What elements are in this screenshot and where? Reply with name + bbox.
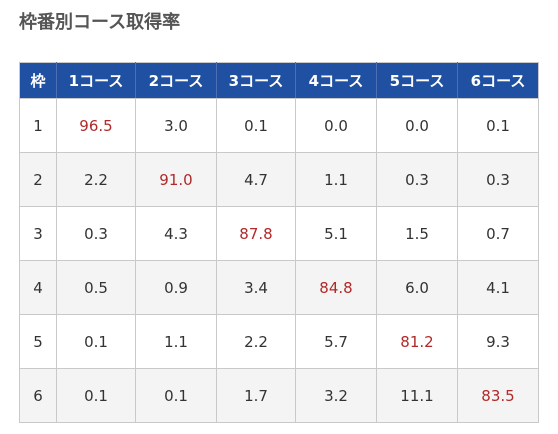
course-rate-table: 枠 1コース 2コース 3コース 4コース 5コース 6コース 1 96.5 3… xyxy=(19,62,539,423)
header-cell-course-2: 2コース xyxy=(135,62,217,99)
rate-cell: 1.1 xyxy=(295,152,377,207)
header-cell-waku: 枠 xyxy=(19,62,57,99)
waku-cell: 4 xyxy=(19,260,57,315)
rate-cell: 0.7 xyxy=(457,206,539,261)
waku-cell: 3 xyxy=(19,206,57,261)
rate-cell: 1.7 xyxy=(216,368,296,423)
rate-cell: 4.1 xyxy=(457,260,539,315)
waku-cell: 5 xyxy=(19,314,57,369)
rate-cell: 1.1 xyxy=(135,314,217,369)
header-cell-course-5: 5コース xyxy=(376,62,458,99)
rate-cell: 5.1 xyxy=(295,206,377,261)
header-cell-course-3: 3コース xyxy=(216,62,296,99)
rate-cell: 0.0 xyxy=(295,98,377,153)
rate-cell: 4.3 xyxy=(135,206,217,261)
header-cell-course-1: 1コース xyxy=(56,62,136,99)
table-row: 3 0.3 4.3 87.8 5.1 1.5 0.7 xyxy=(19,206,539,261)
table-row: 5 0.1 1.1 2.2 5.7 81.2 9.3 xyxy=(19,314,539,369)
rate-cell: 2.2 xyxy=(216,314,296,369)
page-title: 枠番別コース取得率 xyxy=(19,12,181,33)
rate-cell: 5.7 xyxy=(295,314,377,369)
waku-cell: 1 xyxy=(19,98,57,153)
rate-cell: 2.2 xyxy=(56,152,136,207)
rate-cell: 1.5 xyxy=(376,206,458,261)
rate-cell: 0.5 xyxy=(56,260,136,315)
rate-cell: 0.1 xyxy=(56,368,136,423)
table-row: 1 96.5 3.0 0.1 0.0 0.0 0.1 xyxy=(19,98,539,153)
rate-cell: 0.3 xyxy=(457,152,539,207)
waku-cell: 6 xyxy=(19,368,57,423)
rate-cell: 84.8 xyxy=(295,260,377,315)
header-cell-course-6: 6コース xyxy=(457,62,539,99)
table-row: 2 2.2 91.0 4.7 1.1 0.3 0.3 xyxy=(19,152,539,207)
waku-cell: 2 xyxy=(19,152,57,207)
table-row: 4 0.5 0.9 3.4 84.8 6.0 4.1 xyxy=(19,260,539,315)
rate-cell: 4.7 xyxy=(216,152,296,207)
rate-cell: 9.3 xyxy=(457,314,539,369)
rate-cell: 0.0 xyxy=(376,98,458,153)
rate-cell: 0.3 xyxy=(376,152,458,207)
rate-cell: 0.1 xyxy=(216,98,296,153)
rate-cell: 91.0 xyxy=(135,152,217,207)
rate-cell: 96.5 xyxy=(56,98,136,153)
rate-cell: 11.1 xyxy=(376,368,458,423)
rate-cell: 0.3 xyxy=(56,206,136,261)
rate-cell: 6.0 xyxy=(376,260,458,315)
rate-cell: 0.1 xyxy=(135,368,217,423)
rate-cell: 0.1 xyxy=(457,98,539,153)
rate-cell: 0.9 xyxy=(135,260,217,315)
header-cell-course-4: 4コース xyxy=(295,62,377,99)
rate-cell: 3.4 xyxy=(216,260,296,315)
rate-cell: 87.8 xyxy=(216,206,296,261)
table-row: 6 0.1 0.1 1.7 3.2 11.1 83.5 xyxy=(19,368,539,423)
rate-cell: 3.0 xyxy=(135,98,217,153)
rate-cell: 0.1 xyxy=(56,314,136,369)
rate-cell: 3.2 xyxy=(295,368,377,423)
rate-cell: 81.2 xyxy=(376,314,458,369)
header-row: 枠 1コース 2コース 3コース 4コース 5コース 6コース xyxy=(19,62,539,99)
rate-cell: 83.5 xyxy=(457,368,539,423)
